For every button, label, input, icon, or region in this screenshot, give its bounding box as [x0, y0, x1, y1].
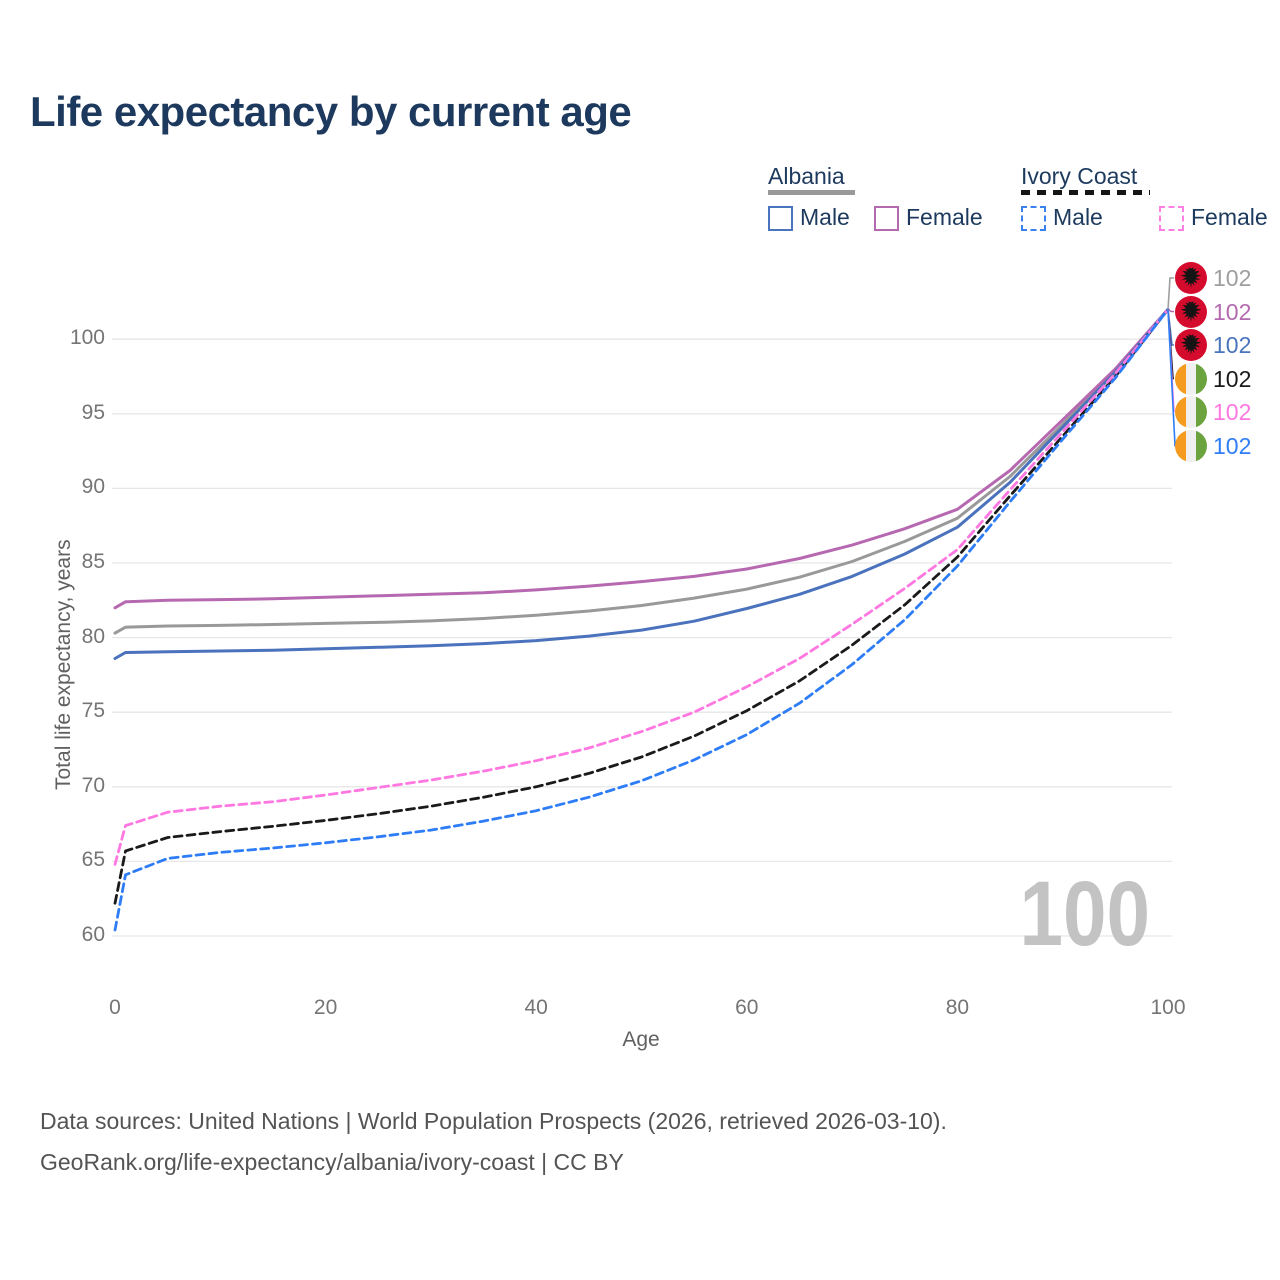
series-line-ivory-coast[interactable] — [113, 308, 1170, 905]
x-tick-0: 0 — [109, 996, 121, 1019]
legend-group-albania[interactable]: Albania — [768, 163, 845, 189]
legend-label-ivory-coast-female[interactable]: Female — [1191, 204, 1268, 230]
end-label-ivory-coast: 102 — [1175, 362, 1252, 395]
y-tick-75: 75 — [81, 699, 105, 723]
end-value-ivory-coast: 102 — [1213, 365, 1252, 392]
end-label-albania-female: 102 — [1175, 295, 1252, 328]
ivory-coast-flag-icon — [1175, 396, 1207, 428]
x-tick-80: 80 — [945, 996, 970, 1019]
footer-source-line: Data sources: United Nations | World Pop… — [40, 1108, 947, 1134]
end-value-albania: 102 — [1213, 265, 1252, 291]
legend-label-albania-female[interactable]: Female — [906, 204, 983, 230]
end-value-albania-male: 102 — [1213, 332, 1252, 358]
legend-checkbox-albania-male[interactable] — [768, 206, 793, 231]
series-line-albania-male[interactable] — [113, 307, 1170, 660]
y-tick-65: 65 — [81, 848, 105, 872]
x-tick-60: 60 — [735, 996, 759, 1019]
legend-label-ivory-coast-male[interactable]: Male — [1053, 204, 1103, 230]
leader-line-albania-female — [1167, 308, 1174, 313]
legend-label-albania-male[interactable]: Male — [800, 204, 850, 230]
end-value-ivory-coast-female: 102 — [1213, 399, 1252, 425]
end-value-ivory-coast-male: 102 — [1213, 432, 1252, 459]
y-tick-80: 80 — [81, 624, 105, 648]
series-line-ivory-coast-female[interactable] — [113, 308, 1170, 866]
y-tick-95: 95 — [81, 400, 105, 424]
current-age-watermark: 100 — [1020, 863, 1150, 965]
page-title: Life expectancy by current age — [30, 88, 632, 135]
y-tick-85: 85 — [81, 550, 105, 573]
end-label-ivory-coast-male: 102 — [1175, 429, 1252, 462]
legend-checkbox-ivory-coast-female[interactable] — [1159, 206, 1184, 231]
ivory-coast-line-swatch — [1021, 190, 1150, 195]
y-axis-title: Total life expectancy, years — [52, 539, 75, 790]
y-tick-100: 100 — [69, 326, 105, 350]
leader-line-ivory-coast-male — [1167, 309, 1176, 447]
footer-url-line: GeoRank.org/life-expectancy/albania/ivor… — [40, 1149, 624, 1175]
y-tick-60: 60 — [81, 923, 105, 946]
legend-checkbox-albania-female[interactable] — [874, 206, 899, 231]
end-label-albania: 102 — [1175, 262, 1251, 294]
albania-flag-icon — [1175, 295, 1207, 328]
albania-flag-icon — [1175, 329, 1207, 361]
x-tick-20: 20 — [313, 996, 338, 1019]
legend-group-ivory-coast[interactable]: Ivory Coast — [1021, 163, 1138, 189]
series-line-albania[interactable] — [113, 307, 1170, 635]
leader-line-albania — [1167, 277, 1174, 310]
end-value-albania-female: 102 — [1213, 298, 1252, 325]
series-line-albania-female[interactable] — [113, 307, 1170, 610]
end-label-ivory-coast-female: 102 — [1175, 396, 1251, 428]
y-tick-70: 70 — [81, 773, 105, 797]
albania-line-swatch — [768, 190, 855, 195]
albania-flag-icon — [1175, 262, 1207, 294]
x-tick-40: 40 — [524, 996, 548, 1019]
end-label-albania-male: 102 — [1175, 329, 1251, 361]
x-tick-100: 100 — [1150, 996, 1186, 1019]
ivory-coast-flag-icon — [1175, 362, 1207, 395]
y-tick-90: 90 — [81, 475, 105, 499]
series-line-ivory-coast-male[interactable] — [113, 308, 1170, 932]
legend-checkbox-ivory-coast-male[interactable] — [1021, 206, 1046, 231]
x-axis-title: Age — [622, 1028, 660, 1051]
ivory-coast-flag-icon — [1175, 429, 1207, 462]
